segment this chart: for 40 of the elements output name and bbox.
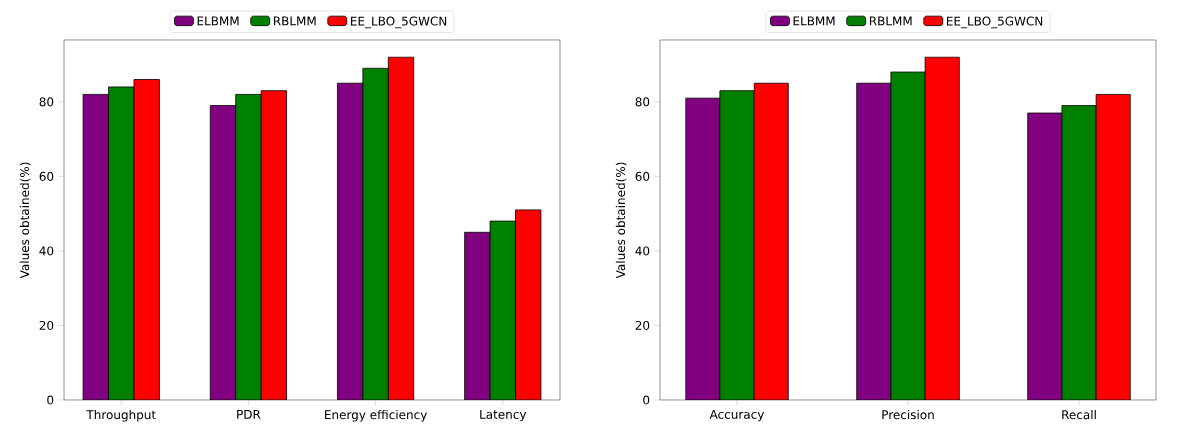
x-tick-label: Throughput [86, 409, 156, 422]
x-tick-label: Energy efficiency [325, 409, 427, 422]
y-tick-label: 40 [635, 246, 650, 256]
y-tick-label: 0 [643, 395, 650, 405]
bar [515, 209, 542, 400]
y-tick-label: 20 [39, 320, 54, 330]
y-axis-title: Values obtained(%) [615, 162, 627, 279]
bar [235, 93, 262, 400]
bar [856, 82, 892, 400]
bar [133, 78, 160, 400]
y-tick-label: 20 [635, 320, 650, 330]
legend-label: EE_LBO_5GWCN [351, 16, 447, 29]
y-axis-title: Values obtained(%) [19, 162, 31, 279]
legend-label: RBLMM [273, 16, 316, 26]
legend-label: ELBMM [197, 16, 239, 26]
x-tick-label: Precision [882, 409, 934, 420]
bar [489, 220, 516, 400]
bar [260, 90, 287, 400]
bar [82, 93, 109, 400]
bar [1027, 112, 1063, 400]
legend-label: ELBMM [793, 16, 835, 26]
y-tick-label: 60 [635, 171, 650, 181]
bar [108, 86, 135, 400]
x-tick-label: PDR [237, 409, 261, 419]
legend-label: RBLMM [869, 16, 912, 26]
x-tick-label: Accuracy [709, 409, 765, 422]
bar [387, 56, 415, 400]
bar [337, 82, 364, 400]
bar [685, 97, 721, 400]
y-tick-label: 80 [635, 97, 650, 107]
legend-label: EE_LBO_5GWCN [947, 16, 1043, 29]
bar [209, 105, 237, 400]
x-tick-label: Latency [480, 409, 527, 422]
x-tick-label: Recall [1062, 409, 1096, 420]
bar [362, 67, 389, 400]
y-tick-label: 60 [39, 171, 54, 181]
bar [464, 231, 491, 400]
y-tick-label: 40 [39, 246, 54, 256]
y-tick-label: 80 [39, 97, 54, 107]
y-tick-label: 0 [47, 395, 54, 405]
